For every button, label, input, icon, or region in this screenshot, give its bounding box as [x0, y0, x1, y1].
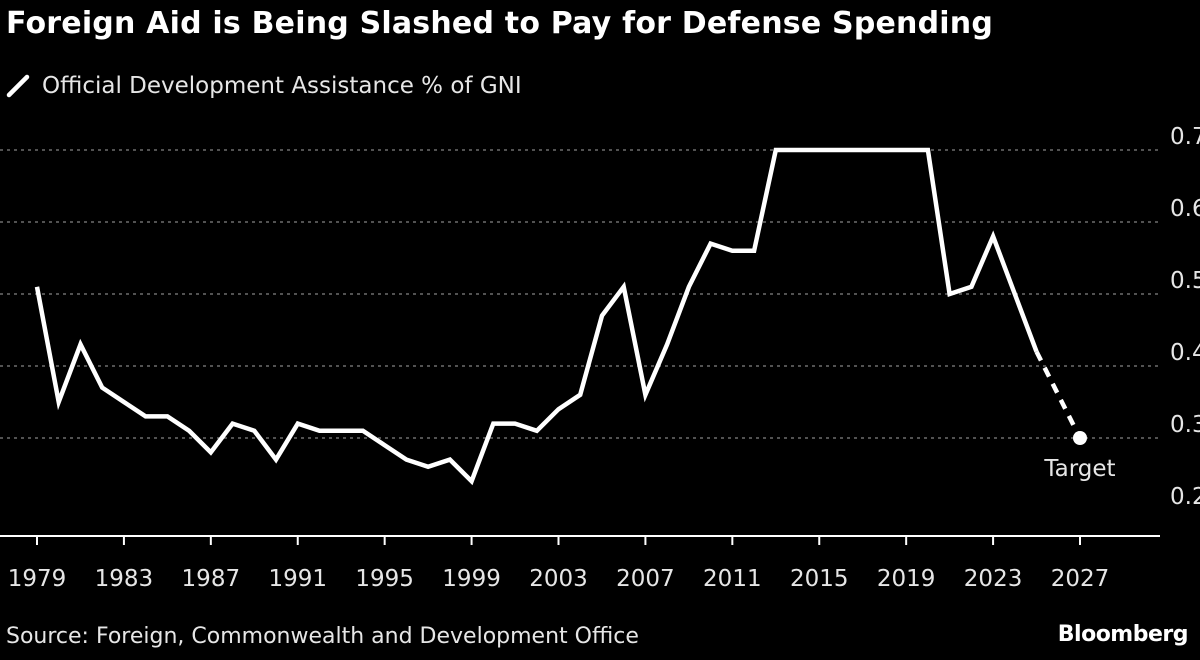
- x-tick-label: 1999: [442, 566, 501, 592]
- y-tick-label: 0.4: [1170, 340, 1200, 366]
- gridlines: [0, 149, 1160, 439]
- x-tick-label: 2023: [964, 566, 1023, 592]
- axis-labels: 0.2 0.3 0.4 0.5 0.6 0.7% 1979 1983 1987 1991 1995 1…: [8, 124, 1200, 592]
- target-label: Target: [1043, 456, 1115, 482]
- series-lines: [34, 147, 1087, 486]
- bloomberg-logo: Bloomberg: [1057, 622, 1189, 647]
- y-tick-label: 0.3: [1170, 412, 1200, 438]
- legend: Official Development Assistance % of GNI: [6, 68, 522, 104]
- x-tick-label: 2003: [529, 566, 588, 592]
- x-tick-label: 2007: [616, 566, 675, 592]
- x-tick-label: 1995: [355, 566, 414, 592]
- x-tick-label: 2027: [1051, 566, 1110, 592]
- chart-title: Foreign Aid is Being Slashed to Pay for …: [6, 6, 994, 41]
- x-axis: [0, 535, 1160, 545]
- x-tick-label: 1979: [8, 566, 67, 592]
- y-tick-label: 0.2: [1170, 484, 1200, 510]
- x-tick-label: 1987: [182, 566, 241, 592]
- target-dot: [1073, 431, 1087, 445]
- legend-line-swatch-icon: [6, 74, 30, 98]
- legend-label: Official Development Assistance % of GNI: [42, 73, 522, 99]
- y-tick-label: 0.7%: [1170, 124, 1200, 150]
- y-tick-label: 0.6: [1170, 196, 1200, 222]
- oda-series-line: [34, 147, 1039, 486]
- x-tick-label: 1983: [95, 566, 154, 592]
- x-tick-label: 2015: [790, 566, 849, 592]
- x-tick-label: 2011: [703, 566, 762, 592]
- x-tick-label: 1991: [268, 566, 327, 592]
- y-tick-label: 0.5: [1170, 268, 1200, 294]
- target-series-line: [1034, 350, 1083, 440]
- source-note: Source: Foreign, Commonwealth and Develo…: [6, 624, 639, 649]
- x-tick-label: 2019: [877, 566, 936, 592]
